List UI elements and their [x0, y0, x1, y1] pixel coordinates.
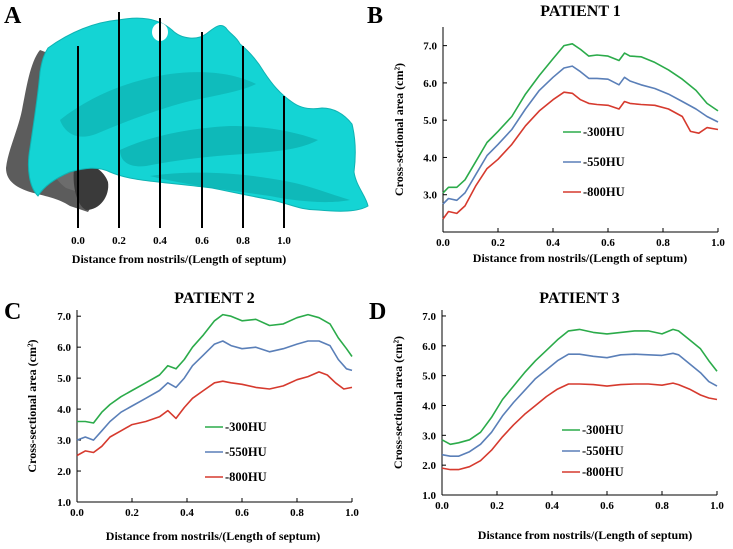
model-shading-lower — [150, 172, 350, 203]
y-tick-label: 3.0 — [57, 435, 71, 447]
x-tick-label: 0.6 — [600, 500, 614, 512]
panel-c-letter: C — [4, 299, 21, 325]
x-tick-label: 0.8 — [290, 507, 304, 519]
y-tick-label: 2.0 — [422, 460, 436, 472]
panel-a-tick-label: 0.8 — [236, 235, 250, 247]
y-tick-label: 6.0 — [422, 341, 436, 353]
series-line — [76, 371, 353, 457]
panel-a-tick-label: 0.0 — [71, 235, 85, 247]
x-tick-label: 0.4 — [180, 507, 194, 519]
legend-label: -800HU — [583, 185, 625, 199]
x-axis-label: Distance from nostrils/(Length of septum… — [106, 529, 320, 543]
panel-a-tick-label: 0.2 — [112, 235, 126, 247]
legend-label: -800HU — [582, 465, 624, 479]
y-tick-label: 1.0 — [57, 497, 71, 509]
chart-patient-1: PATIENT 1 0.0 0.2 0.4 0.6 0.8 1.0 3.0 4.0 5.0 6.0 7… — [392, 3, 725, 265]
model-shading-middle — [120, 126, 318, 167]
chart-title: PATIENT 3 — [539, 290, 619, 307]
series-line — [77, 313, 353, 424]
x-tick-label: 0.0 — [436, 237, 450, 249]
chart-patient-2: PATIENT 2 0.0 0.2 0.4 0.6 0.8 1.0 1.0 2.0 3.0 4.0 5… — [25, 290, 359, 543]
x-axis-label: Distance from nostrils/(Length of septum… — [478, 528, 692, 542]
nostril-shape — [73, 164, 109, 210]
legend-label: -550HU — [583, 155, 625, 169]
y-axis-label: Cross-sectional area (cm²) — [391, 336, 405, 469]
y-tick-label: 2.0 — [57, 466, 71, 478]
x-tick-label: 0.6 — [601, 237, 615, 249]
panel-a: A 0.0 0.2 0.4 0.6 0.8 1.0 Distance — [4, 3, 369, 266]
y-axis-label: Cross-sectional area (cm²) — [392, 63, 406, 196]
y-tick-label: 4.0 — [423, 152, 437, 164]
panel-b-letter: B — [367, 3, 383, 29]
series-line — [441, 382, 718, 471]
series-line — [442, 42, 719, 194]
legend-label: -550HU — [582, 444, 624, 458]
series-line — [442, 91, 719, 220]
panel-a-tick-labels: 0.0 0.2 0.4 0.6 0.8 1.0 — [71, 235, 291, 247]
y-tick-label: 7.0 — [423, 41, 437, 53]
y-tick-label: 5.0 — [57, 373, 71, 385]
series-line — [441, 352, 718, 458]
x-tick-label: 0.0 — [435, 500, 449, 512]
y-tick-label: 6.0 — [423, 78, 437, 90]
y-tick-label: 3.0 — [422, 430, 436, 442]
x-axis-label: Distance from nostrils/(Length of septum… — [473, 251, 687, 265]
chart-patient-3: PATIENT 3 0.0 0.2 0.4 0.6 0.8 1.0 1.0 2.0 3.0 4.0 5… — [391, 290, 724, 542]
x-tick-label: 0.2 — [490, 500, 504, 512]
x-tick-label: 0.0 — [70, 507, 84, 519]
series-line — [442, 65, 719, 205]
chart-title: PATIENT 1 — [540, 3, 620, 20]
panel-a-xlabel: Distance from nostrils/(Length of septum… — [72, 252, 286, 266]
x-tick-label: 1.0 — [345, 507, 359, 519]
y-tick-label: 7.0 — [422, 311, 436, 323]
y-tick-label: 4.0 — [57, 404, 71, 416]
x-tick-label: 0.4 — [545, 500, 559, 512]
y-tick-label: 1.0 — [422, 490, 436, 502]
panel-a-tick-label: 0.4 — [153, 235, 167, 247]
x-tick-label: 0.2 — [491, 237, 505, 249]
panel-d-letter: D — [369, 299, 386, 325]
x-tick-label: 0.8 — [655, 500, 669, 512]
panel-a-letter: A — [4, 3, 22, 29]
legend-label: -800HU — [225, 470, 267, 484]
x-tick-label: 1.0 — [710, 500, 724, 512]
panel-a-tick-label: 0.6 — [195, 235, 209, 247]
y-tick-label: 3.0 — [423, 190, 437, 202]
y-tick-label: 4.0 — [422, 400, 436, 412]
y-tick-label: 5.0 — [422, 371, 436, 383]
legend-label: -300HU — [583, 125, 625, 139]
legend-label: -550HU — [225, 445, 267, 459]
x-tick-label: 0.8 — [656, 237, 670, 249]
x-tick-label: 0.6 — [235, 507, 249, 519]
y-tick-label: 7.0 — [57, 311, 71, 323]
y-axis-label: Cross-sectional area (cm²) — [25, 339, 39, 472]
series-line — [76, 340, 353, 441]
x-tick-label: 0.4 — [546, 237, 560, 249]
panel-a-tick-label: 1.0 — [277, 235, 291, 247]
series-line — [441, 328, 718, 446]
legend-label: -300HU — [582, 423, 624, 437]
chart-title: PATIENT 2 — [174, 290, 254, 307]
y-tick-label: 5.0 — [423, 115, 437, 127]
y-tick-label: 6.0 — [57, 342, 71, 354]
x-tick-label: 0.2 — [125, 507, 139, 519]
section-lines — [77, 12, 285, 228]
model-shading-upper — [60, 72, 256, 137]
x-tick-label: 1.0 — [711, 237, 725, 249]
legend-label: -300HU — [225, 420, 267, 434]
